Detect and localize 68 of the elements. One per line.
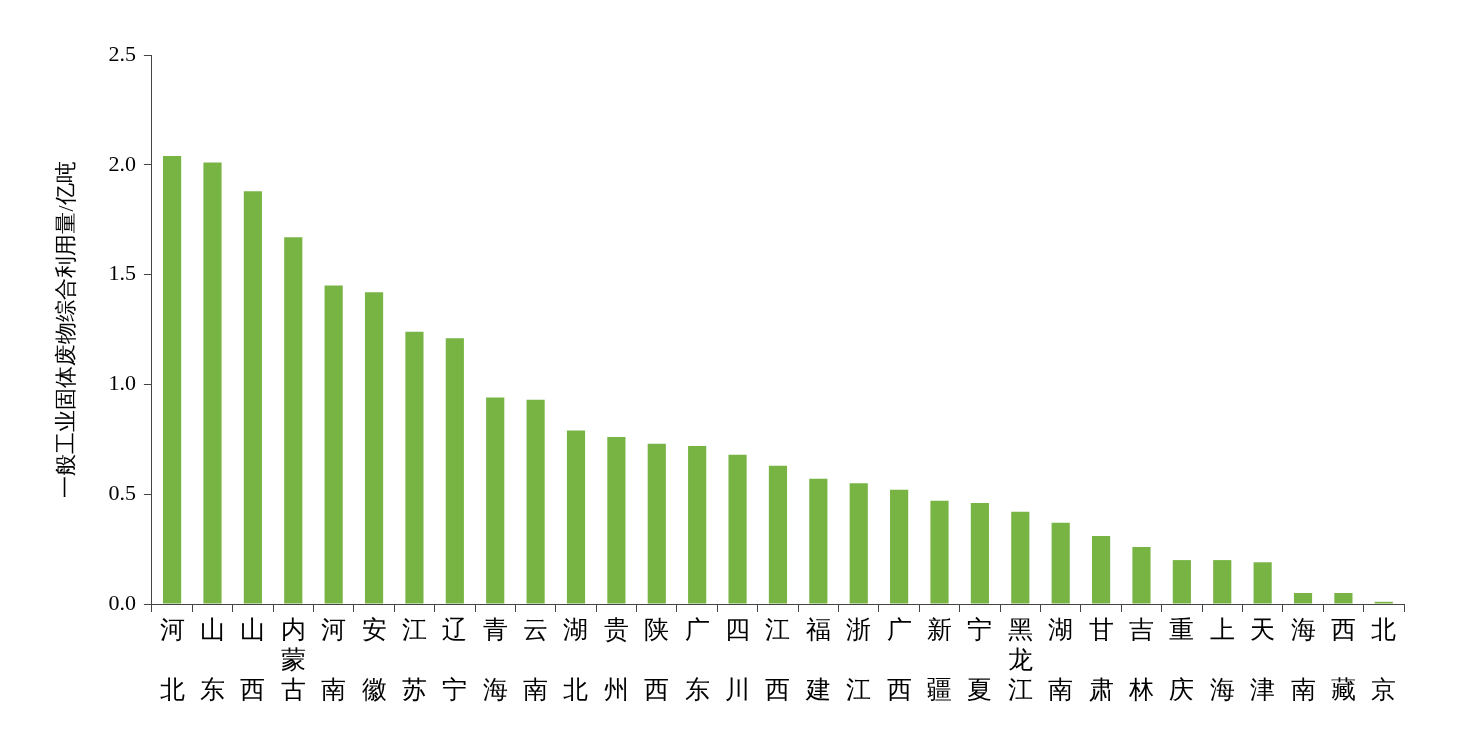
y-tick-label: 2.0	[108, 150, 136, 176]
category-label: 重庆	[1169, 615, 1195, 703]
y-tick-label: 0.0	[108, 589, 136, 615]
category-label: 山东	[199, 615, 225, 703]
bar	[849, 483, 868, 604]
bar	[688, 445, 707, 604]
bar	[1253, 562, 1272, 604]
bar	[1051, 522, 1070, 604]
bar	[526, 399, 545, 604]
bar	[203, 162, 222, 604]
category-label: 江苏	[401, 615, 427, 703]
bar	[405, 331, 424, 604]
category-label: 贵州	[603, 615, 629, 703]
bar	[1132, 546, 1151, 604]
category-label: 北京	[1371, 615, 1397, 703]
y-tick-label: 1.0	[108, 370, 136, 396]
bar	[1293, 593, 1313, 604]
category-label: 浙江	[846, 615, 872, 703]
category-label: 吉林	[1128, 615, 1154, 703]
bar	[809, 478, 828, 604]
category-label: 山西	[240, 615, 266, 703]
bar	[1172, 560, 1191, 604]
category-label: 湖北	[563, 615, 589, 703]
y-tick-label: 0.5	[108, 479, 136, 505]
category-label: 河北	[159, 615, 185, 703]
category-label: 上海	[1209, 615, 1235, 703]
bar	[768, 465, 788, 604]
category-label: 辽宁	[442, 615, 468, 703]
bar	[445, 338, 464, 604]
category-label: 青海	[482, 615, 508, 703]
category-label: 新疆	[927, 615, 953, 703]
bar	[486, 397, 505, 604]
category-label: 江西	[765, 615, 791, 703]
category-label: 云南	[523, 615, 549, 703]
bar	[647, 443, 666, 604]
category-label: 广东	[684, 615, 710, 703]
bar	[163, 156, 182, 604]
bar	[728, 454, 747, 604]
category-label: 广西	[886, 615, 912, 703]
y-tick-label: 2.5	[108, 40, 136, 66]
bar	[243, 191, 262, 604]
category-label: 河南	[321, 615, 347, 703]
category-label: 天津	[1250, 615, 1276, 703]
y-axis-title: 一般工业固体废物综合利用量/亿吨	[52, 161, 78, 498]
x-tick-label: 内蒙古	[280, 615, 306, 703]
x-tick-label: 黑龙江	[1007, 615, 1033, 703]
bar	[324, 285, 343, 604]
bar	[970, 502, 989, 604]
bar	[566, 430, 586, 604]
category-label: 四川	[725, 615, 751, 703]
bar	[607, 437, 626, 604]
bar	[284, 237, 303, 604]
y-tick-label: 1.5	[108, 260, 136, 286]
category-label: 海南	[1290, 615, 1316, 703]
bar	[364, 292, 384, 604]
category-label: 湖南	[1048, 615, 1074, 703]
category-label: 陕西	[644, 615, 670, 703]
bar	[1091, 535, 1111, 604]
category-label: 福建	[805, 615, 831, 703]
bar	[1213, 560, 1232, 604]
bar	[1011, 511, 1030, 604]
bar	[930, 500, 949, 604]
category-label: 宁夏	[967, 615, 993, 703]
category-label: 安徽	[361, 615, 387, 703]
bar	[1334, 593, 1353, 604]
bar	[890, 489, 909, 604]
category-label: 西藏	[1330, 615, 1356, 703]
category-label: 甘肃	[1088, 615, 1114, 703]
